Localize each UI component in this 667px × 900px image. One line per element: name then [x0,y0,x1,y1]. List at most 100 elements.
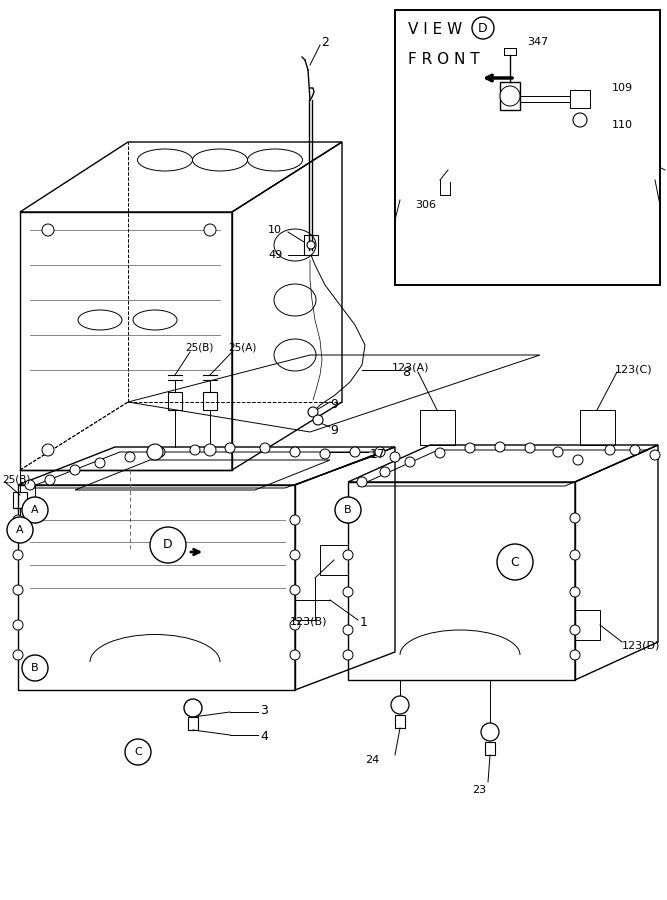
Circle shape [150,527,186,563]
Text: 123(D): 123(D) [622,640,660,650]
Circle shape [573,455,583,465]
Circle shape [570,650,580,660]
Text: 25(B): 25(B) [185,342,213,352]
Circle shape [630,445,640,455]
Circle shape [350,447,360,457]
Circle shape [308,407,318,417]
Text: A: A [16,525,24,535]
Text: 17: 17 [370,447,386,461]
Circle shape [525,443,535,453]
Circle shape [13,515,23,525]
Circle shape [570,625,580,635]
Circle shape [435,448,445,458]
Text: 9: 9 [330,424,338,436]
Circle shape [190,445,200,455]
Circle shape [184,699,202,717]
Circle shape [13,620,23,630]
Text: A: A [31,505,39,515]
Circle shape [25,480,35,490]
Circle shape [343,650,353,660]
Circle shape [22,655,48,681]
Circle shape [573,113,587,127]
Circle shape [7,517,33,543]
Circle shape [45,475,55,485]
Circle shape [343,513,353,523]
Circle shape [335,497,361,523]
Text: 49: 49 [268,250,282,260]
Circle shape [42,444,54,456]
Text: B: B [344,505,352,515]
Text: 25(B): 25(B) [2,475,31,485]
Circle shape [500,86,520,106]
Circle shape [70,465,80,475]
Text: 10: 10 [268,225,282,235]
Circle shape [260,443,270,453]
Text: F R O N T: F R O N T [408,52,480,68]
Circle shape [343,587,353,597]
Circle shape [42,224,54,236]
Circle shape [650,450,660,460]
Text: 25(A): 25(A) [228,342,256,352]
Circle shape [313,415,323,425]
Text: C: C [134,747,142,757]
Text: 109: 109 [612,83,633,93]
Text: 123(B): 123(B) [290,617,327,627]
Text: 24: 24 [365,755,380,765]
Text: D: D [163,538,173,552]
Circle shape [570,587,580,597]
Circle shape [605,445,615,455]
Circle shape [495,442,505,452]
Text: D: D [478,22,488,34]
Text: 3: 3 [260,704,268,716]
Circle shape [391,696,409,714]
Circle shape [290,550,300,560]
Circle shape [204,444,216,456]
Text: 8: 8 [402,365,410,379]
Text: 9: 9 [330,399,338,411]
Circle shape [147,444,163,460]
Text: 347: 347 [527,37,548,47]
Circle shape [320,449,330,459]
Text: 2: 2 [321,37,329,50]
Circle shape [357,477,367,487]
Text: B: B [31,663,39,673]
Circle shape [497,544,533,580]
Text: 306: 306 [415,200,436,210]
Circle shape [13,550,23,560]
Circle shape [290,650,300,660]
Text: V I E W: V I E W [408,22,462,38]
Circle shape [290,447,300,457]
Circle shape [375,447,385,457]
Circle shape [225,443,235,453]
Circle shape [22,497,48,523]
Text: 4: 4 [260,731,268,743]
Text: 1: 1 [360,616,368,628]
Circle shape [481,723,499,741]
Circle shape [472,17,494,39]
Circle shape [405,457,415,467]
Circle shape [553,447,563,457]
Circle shape [390,452,400,462]
Circle shape [290,620,300,630]
Circle shape [290,515,300,525]
Circle shape [307,241,315,249]
Circle shape [343,550,353,560]
Circle shape [155,447,165,457]
Circle shape [570,550,580,560]
Circle shape [204,224,216,236]
Circle shape [290,585,300,595]
Text: 110: 110 [612,120,633,130]
Circle shape [570,513,580,523]
Circle shape [13,650,23,660]
Circle shape [343,625,353,635]
Circle shape [465,443,475,453]
Circle shape [125,452,135,462]
Text: 123(A): 123(A) [392,363,430,373]
Text: 123(C): 123(C) [615,365,652,375]
Circle shape [125,739,151,765]
Circle shape [95,458,105,468]
Text: C: C [511,555,520,569]
Bar [395,10,660,285]
Text: 23: 23 [472,785,486,795]
Circle shape [380,467,390,477]
